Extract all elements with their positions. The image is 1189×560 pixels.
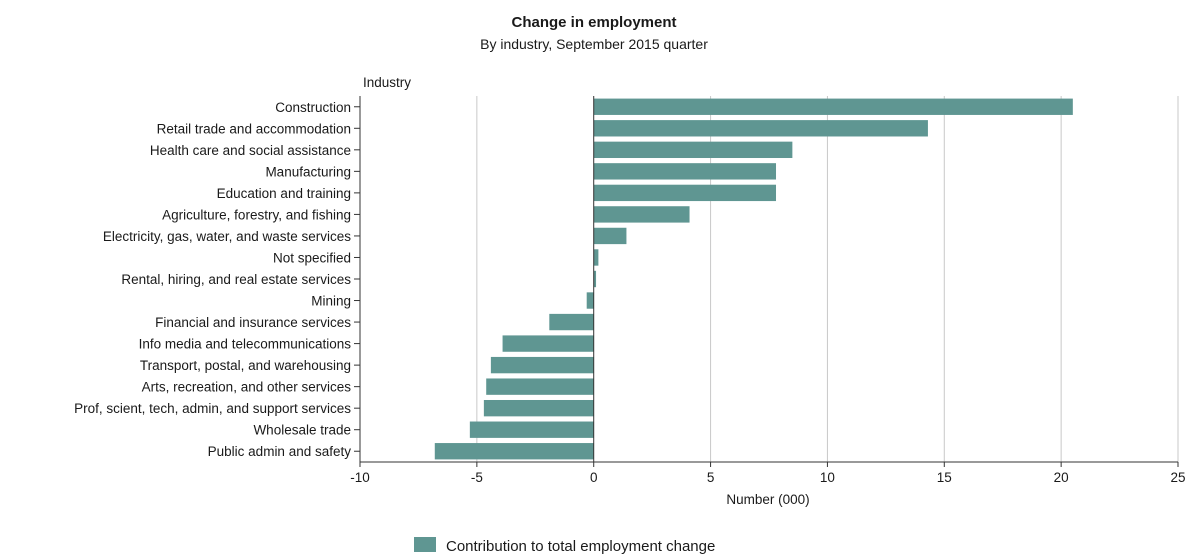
bar (593, 163, 777, 180)
bar (469, 421, 594, 438)
bar (593, 270, 597, 288)
x-tick-label: -5 (471, 470, 483, 485)
chart-subtitle: By industry, September 2015 quarter (480, 36, 708, 52)
x-tick-label: 0 (590, 470, 598, 485)
category-label: Info media and telecommunications (139, 337, 352, 352)
bar (593, 98, 1073, 115)
category-label: Construction (275, 100, 351, 115)
category-labels: Construction Retail trade and accommodati… (74, 100, 351, 459)
category-label: Arts, recreation, and other services (142, 380, 352, 395)
bars (434, 98, 1073, 460)
category-label: Education and training (217, 186, 351, 201)
bar (490, 356, 594, 374)
category-label: Transport, postal, and warehousing (140, 358, 351, 373)
x-tick-label: 5 (707, 470, 715, 485)
bar (434, 443, 594, 460)
legend: Contribution to total employment change (414, 537, 715, 555)
bar (486, 378, 594, 395)
x-tick-label: 20 (1054, 470, 1069, 485)
x-tick-label: 10 (820, 470, 835, 485)
axes (354, 96, 1179, 467)
bar (593, 141, 793, 159)
x-tick-label: -10 (350, 470, 370, 485)
legend-label: Contribution to total employment change (446, 538, 715, 555)
category-label: Health care and social assistance (150, 143, 351, 158)
x-tick-label: 15 (937, 470, 952, 485)
bar (586, 292, 594, 309)
bar (593, 249, 599, 266)
legend-swatch (414, 537, 436, 552)
bar (549, 313, 594, 331)
category-label: Rental, hiring, and real estate services (121, 272, 351, 287)
bar (483, 399, 594, 417)
bar (593, 184, 777, 202)
category-label: Wholesale trade (253, 423, 351, 438)
category-label: Retail trade and accommodation (157, 121, 351, 136)
x-axis-title: Number (000) (726, 492, 809, 507)
bar (593, 227, 627, 245)
category-label: Electricity, gas, water, and waste servi… (103, 229, 351, 244)
category-label: Public admin and safety (208, 444, 352, 459)
category-axis-title: Industry (363, 75, 411, 90)
category-label: Prof, scient, tech, admin, and support s… (74, 401, 351, 416)
bar (593, 120, 928, 137)
bar (502, 335, 594, 352)
category-label: Agriculture, forestry, and fishing (162, 207, 351, 222)
category-label: Mining (311, 294, 351, 309)
x-tick-label: 25 (1170, 470, 1185, 485)
bar (593, 206, 690, 223)
category-label: Financial and insurance services (155, 315, 351, 330)
x-tick-labels: -10 -5 0 5 10 15 20 25 (350, 470, 1185, 485)
category-label: Not specified (273, 250, 351, 265)
chart-title: Change in employment (511, 14, 676, 31)
category-label: Manufacturing (265, 164, 351, 179)
